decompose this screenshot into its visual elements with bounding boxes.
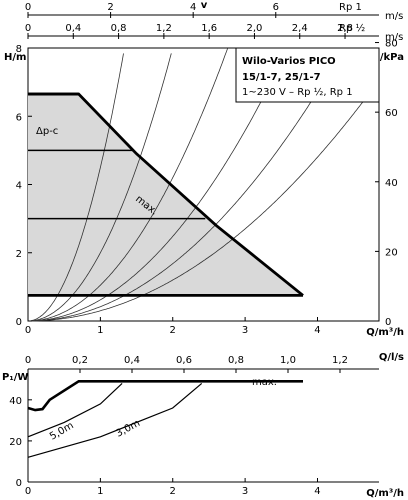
legend-model: 15/1-7, 25/1-7	[242, 72, 321, 83]
legend-box	[235, 47, 380, 103]
lower-x-tick-label: 1	[97, 486, 103, 497]
velocity-unit: m/s	[385, 11, 403, 22]
x-tick-label: 3	[242, 325, 248, 336]
x-tick-label: 0	[25, 325, 31, 336]
x-axis-label: Q/m³/h	[366, 327, 404, 338]
lps-tick-label: 0,6	[176, 355, 192, 366]
legend-title: Wilo-Varios PICO	[242, 56, 336, 67]
lower-x-tick-label: 0	[25, 486, 31, 497]
y2-tick-label: 80	[385, 39, 398, 50]
system-curve	[28, 47, 229, 322]
velocity-tick-label: 0,4	[65, 23, 81, 34]
system-curve	[28, 80, 379, 322]
y2-tick-label: 60	[385, 108, 398, 119]
y-tick-label: 2	[16, 249, 22, 260]
lower-y-tick-label: 40	[9, 396, 22, 407]
max-curve	[28, 92, 304, 297]
velocity-tick-label: 0	[25, 2, 31, 13]
lps-axis-label: Q/l/s	[379, 352, 404, 363]
y-tick-label: 8	[16, 44, 22, 55]
lps-tick-label: 0,2	[72, 355, 88, 366]
annotation-delta-p-c: Δp-c	[36, 126, 58, 137]
velocity-tick-label: 2	[107, 2, 113, 13]
system-curve	[27, 53, 124, 322]
lower-y-tick-label: 20	[9, 437, 22, 448]
lps-tick-label: 1,0	[280, 355, 296, 366]
y-tick-label: 0	[16, 317, 22, 328]
x-tick-label: 2	[170, 325, 176, 336]
lps-tick-label: 0,4	[124, 355, 140, 366]
velocity-tick-label: 6	[273, 2, 279, 13]
power-curve-max	[27, 380, 303, 412]
y-axis-label: H/m	[4, 52, 26, 63]
lps-tick-label: 0,8	[228, 355, 244, 366]
velocity-tick-label: 0	[25, 23, 31, 34]
velocity-tick-label: 1,2	[156, 23, 172, 34]
operating-area	[28, 94, 304, 296]
velocity-pipe-size: Rp ½	[339, 22, 365, 34]
velocity-tick-label: 2,0	[246, 23, 262, 34]
power-curve-level	[27, 382, 203, 458]
velocity-tick-label: 4	[190, 2, 196, 13]
lower-x-tick-label: 3	[242, 486, 248, 497]
y2-tick-label: 0	[385, 317, 391, 328]
y-tick-label: 4	[16, 181, 22, 192]
velocity-pipe-size: Rp 1	[339, 2, 362, 13]
velocity-tick-label: 2,4	[292, 23, 308, 34]
power-label-3m: 3,0m	[114, 418, 142, 440]
power-axis-label: P₁/W	[2, 372, 28, 383]
legend-spec: 1~230 V – Rp ½, Rp 1	[242, 86, 353, 98]
lps-tick-label: 0	[25, 355, 31, 366]
lower-y-tick-label: 0	[16, 478, 22, 489]
velocity-tick-label: 0,8	[111, 23, 127, 34]
velocity-unit: m/s	[385, 32, 403, 43]
y2-axis-label: p/kPa	[373, 52, 404, 63]
system-curve	[28, 53, 172, 322]
lower-x-tick-label: 4	[314, 486, 320, 497]
power-curve-level	[27, 382, 123, 438]
velocity-title: v	[201, 0, 208, 11]
velocity-tick-label: 2,8	[337, 23, 353, 34]
system-curve	[28, 48, 344, 322]
y2-tick-label: 40	[385, 178, 398, 189]
x-tick-label: 4	[314, 325, 320, 336]
lower-x-tick-label: 2	[170, 486, 176, 497]
y-tick-label: 6	[16, 112, 22, 123]
velocity-tick-label: 1,6	[201, 23, 217, 34]
power-label-max: max.	[252, 377, 277, 388]
lower-x-axis-label: Q/m³/h	[366, 488, 404, 499]
lps-tick-label: 1,2	[332, 355, 348, 366]
system-curve	[28, 49, 288, 322]
x-tick-label: 1	[97, 325, 103, 336]
y2-tick-label: 20	[385, 247, 398, 258]
